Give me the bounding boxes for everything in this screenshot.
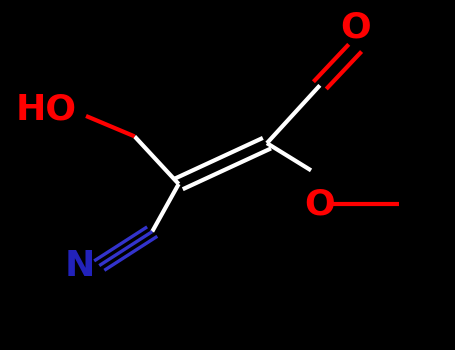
Text: N: N — [65, 248, 95, 282]
Text: O: O — [304, 187, 335, 222]
Text: HO: HO — [16, 92, 77, 126]
Text: O: O — [340, 10, 370, 44]
